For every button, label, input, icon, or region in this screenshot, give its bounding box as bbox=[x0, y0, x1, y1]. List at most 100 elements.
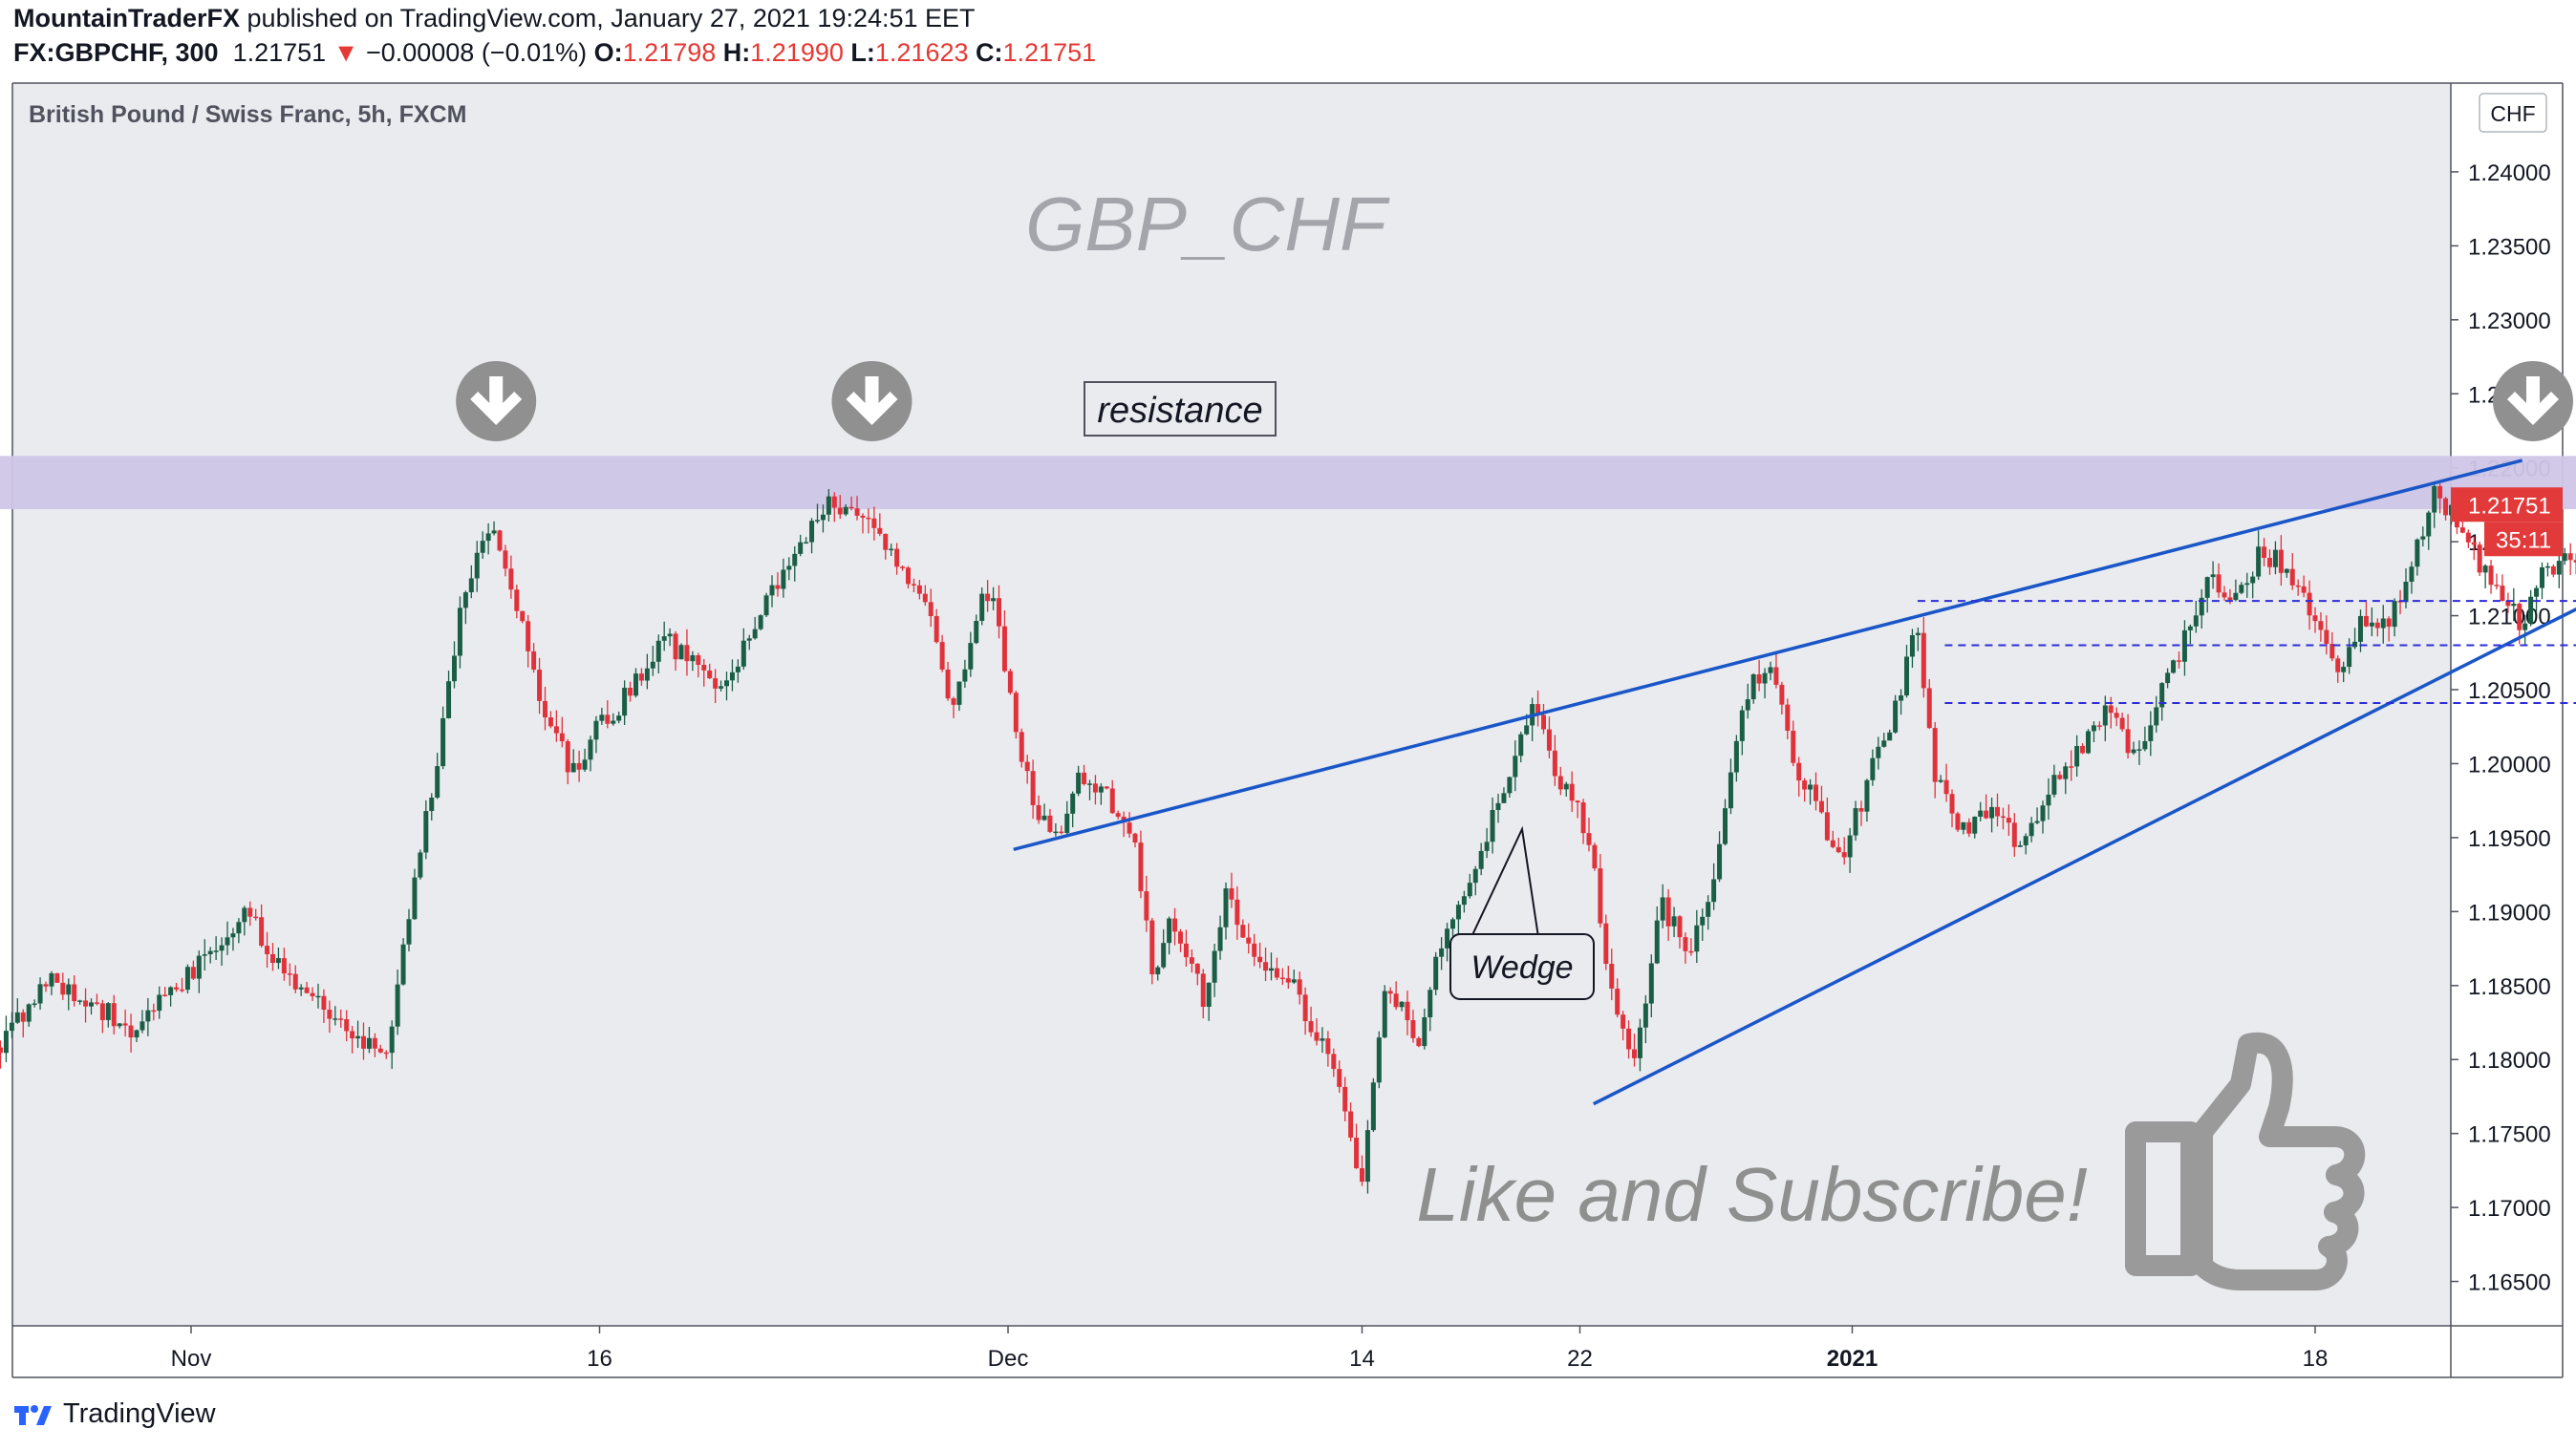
candle bbox=[406, 908, 412, 952]
candle bbox=[1603, 914, 1609, 970]
candle bbox=[871, 506, 877, 541]
candle-body bbox=[196, 955, 202, 979]
candle-body bbox=[690, 654, 696, 662]
candle-body bbox=[1194, 963, 1200, 974]
price-chart[interactable]: British Pound / Swiss Franc, 5h, FXCM GBP… bbox=[0, 0, 2576, 1385]
candle bbox=[253, 908, 259, 921]
author-name[interactable]: MountainTraderFX bbox=[13, 4, 241, 32]
candle bbox=[877, 513, 883, 537]
candle-body bbox=[1995, 806, 2000, 817]
candle bbox=[2540, 562, 2544, 600]
candle-body bbox=[1808, 784, 1814, 790]
candle bbox=[2432, 482, 2437, 528]
candle-body bbox=[1302, 994, 1308, 1022]
candle bbox=[2096, 721, 2102, 731]
candle-body bbox=[2465, 532, 2471, 543]
candle-body bbox=[43, 984, 49, 987]
candle-body bbox=[520, 610, 526, 622]
candle-body bbox=[2159, 683, 2165, 708]
candle-body bbox=[894, 548, 900, 567]
candle bbox=[1507, 776, 1513, 798]
candle-body bbox=[2363, 615, 2369, 627]
candle bbox=[327, 1000, 333, 1034]
candle bbox=[1870, 749, 1876, 786]
change-down-icon: ▼ bbox=[333, 38, 359, 67]
candle bbox=[2239, 582, 2244, 595]
candle-body bbox=[117, 1023, 122, 1027]
candle bbox=[2284, 568, 2289, 578]
candle-body bbox=[1943, 779, 1949, 795]
candle bbox=[1728, 758, 1733, 815]
candle-body bbox=[1076, 772, 1082, 794]
candle-body bbox=[315, 995, 321, 998]
candle-body bbox=[2080, 745, 2086, 754]
candle-body bbox=[1234, 899, 1240, 926]
candle-body bbox=[1478, 850, 1484, 869]
candle-body bbox=[2040, 805, 2046, 821]
candle bbox=[531, 643, 537, 673]
candle bbox=[1325, 1031, 1331, 1067]
candle bbox=[1053, 822, 1059, 837]
candle bbox=[196, 950, 202, 993]
candle bbox=[219, 937, 225, 966]
x-tick-label: 16 bbox=[587, 1346, 612, 1372]
candle bbox=[2181, 620, 2187, 676]
candle-body bbox=[1064, 813, 1070, 833]
candle bbox=[270, 943, 275, 971]
candle-body bbox=[259, 917, 265, 947]
candle-body bbox=[1575, 800, 1580, 803]
candle-body bbox=[2550, 565, 2556, 575]
candle bbox=[798, 534, 804, 557]
candle-body bbox=[2278, 549, 2284, 573]
candle bbox=[1858, 800, 1864, 826]
candle bbox=[2102, 695, 2108, 742]
candle-body bbox=[1320, 1038, 1325, 1041]
footer-brand[interactable]: TradingView bbox=[63, 1398, 216, 1429]
candle bbox=[1864, 778, 1870, 822]
candle bbox=[2369, 607, 2374, 637]
candle-body bbox=[1178, 931, 1183, 944]
candle-body bbox=[559, 733, 565, 742]
candle bbox=[655, 634, 661, 673]
candle bbox=[696, 652, 701, 678]
candle-body bbox=[2011, 822, 2017, 847]
candle-body bbox=[89, 1002, 94, 1007]
candle bbox=[2352, 628, 2358, 650]
down-arrow-marker-icon bbox=[2493, 360, 2573, 441]
candle-body bbox=[1632, 1049, 1637, 1058]
candle-body bbox=[202, 954, 207, 956]
candle-body bbox=[2517, 603, 2522, 630]
candle-body bbox=[2216, 574, 2222, 593]
low-value: 1.21623 bbox=[874, 38, 969, 67]
candle-body bbox=[457, 608, 462, 656]
candle-body bbox=[1240, 925, 1246, 938]
candle bbox=[20, 1009, 26, 1037]
candle-body bbox=[2029, 822, 2034, 837]
candle bbox=[1700, 908, 1706, 941]
candle bbox=[1291, 970, 1297, 985]
candle bbox=[1932, 721, 1938, 799]
candle bbox=[1966, 818, 1972, 838]
candle-body bbox=[1382, 991, 1387, 1038]
thumb-cuff bbox=[2125, 1121, 2201, 1276]
candle-body bbox=[440, 717, 446, 767]
candle bbox=[786, 557, 792, 581]
candle bbox=[1314, 1018, 1320, 1046]
candle-body bbox=[333, 1018, 338, 1020]
candle-body bbox=[236, 922, 242, 934]
candle bbox=[1580, 799, 1586, 844]
candle-body bbox=[99, 1003, 105, 1020]
candle-body bbox=[1580, 802, 1586, 834]
candle bbox=[134, 1029, 140, 1043]
candle bbox=[809, 518, 815, 554]
candle-body bbox=[1501, 793, 1507, 803]
y-tick-label: 1.18000 bbox=[2468, 1048, 2551, 1074]
candle bbox=[395, 969, 400, 1035]
candle bbox=[775, 572, 781, 597]
candle-body bbox=[2171, 660, 2177, 673]
candle bbox=[412, 868, 418, 920]
candle bbox=[83, 988, 89, 1023]
candle bbox=[180, 977, 184, 992]
candle-body bbox=[1750, 673, 1756, 700]
candle bbox=[230, 928, 236, 951]
